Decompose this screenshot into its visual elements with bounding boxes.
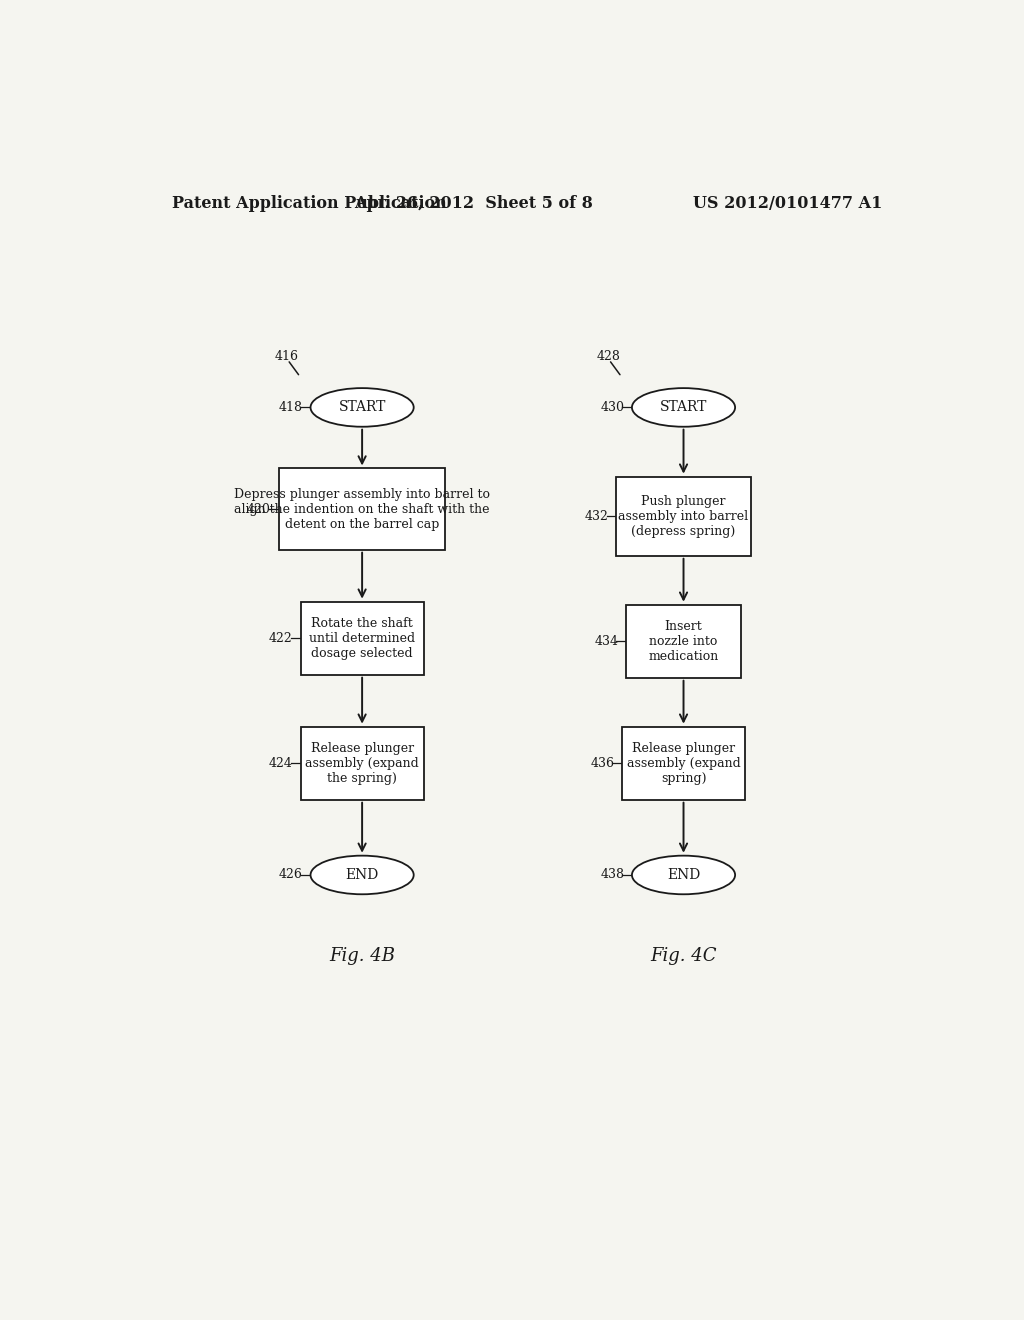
Text: 416: 416 bbox=[274, 350, 299, 363]
Text: Fig. 4C: Fig. 4C bbox=[650, 948, 717, 965]
Ellipse shape bbox=[310, 855, 414, 894]
Text: Apr. 26, 2012  Sheet 5 of 8: Apr. 26, 2012 Sheet 5 of 8 bbox=[353, 194, 593, 211]
Text: START: START bbox=[659, 400, 708, 414]
Text: START: START bbox=[338, 400, 386, 414]
Text: 428: 428 bbox=[596, 350, 621, 363]
Text: END: END bbox=[345, 869, 379, 882]
Text: 438: 438 bbox=[600, 869, 625, 882]
FancyBboxPatch shape bbox=[622, 726, 745, 800]
FancyBboxPatch shape bbox=[626, 605, 741, 677]
Text: 422: 422 bbox=[269, 632, 293, 644]
Text: Push plunger
assembly into barrel
(depress spring): Push plunger assembly into barrel (depre… bbox=[618, 495, 749, 537]
FancyBboxPatch shape bbox=[301, 602, 424, 675]
Text: Rotate the shaft
until determined
dosage selected: Rotate the shaft until determined dosage… bbox=[309, 616, 415, 660]
Text: Insert
nozzle into
medication: Insert nozzle into medication bbox=[648, 619, 719, 663]
Text: 436: 436 bbox=[590, 756, 614, 770]
Text: US 2012/0101477 A1: US 2012/0101477 A1 bbox=[692, 194, 882, 211]
FancyBboxPatch shape bbox=[279, 469, 445, 549]
Text: Patent Application Publication: Patent Application Publication bbox=[172, 194, 446, 211]
Text: Depress plunger assembly into barrel to
align the indention on the shaft with th: Depress plunger assembly into barrel to … bbox=[234, 487, 490, 531]
Text: Fig. 4B: Fig. 4B bbox=[329, 948, 395, 965]
FancyBboxPatch shape bbox=[301, 726, 424, 800]
FancyBboxPatch shape bbox=[616, 477, 751, 556]
Ellipse shape bbox=[632, 388, 735, 426]
Text: END: END bbox=[667, 869, 700, 882]
Text: 426: 426 bbox=[279, 869, 303, 882]
Text: Release plunger
assembly (expand
the spring): Release plunger assembly (expand the spr… bbox=[305, 742, 419, 784]
Text: 434: 434 bbox=[594, 635, 618, 648]
Text: 424: 424 bbox=[269, 756, 293, 770]
Ellipse shape bbox=[632, 855, 735, 894]
Text: 418: 418 bbox=[279, 401, 303, 414]
Ellipse shape bbox=[310, 388, 414, 426]
Text: 430: 430 bbox=[600, 401, 625, 414]
Text: Release plunger
assembly (expand
spring): Release plunger assembly (expand spring) bbox=[627, 742, 740, 784]
Text: 420: 420 bbox=[247, 503, 271, 516]
Text: 432: 432 bbox=[585, 510, 608, 523]
